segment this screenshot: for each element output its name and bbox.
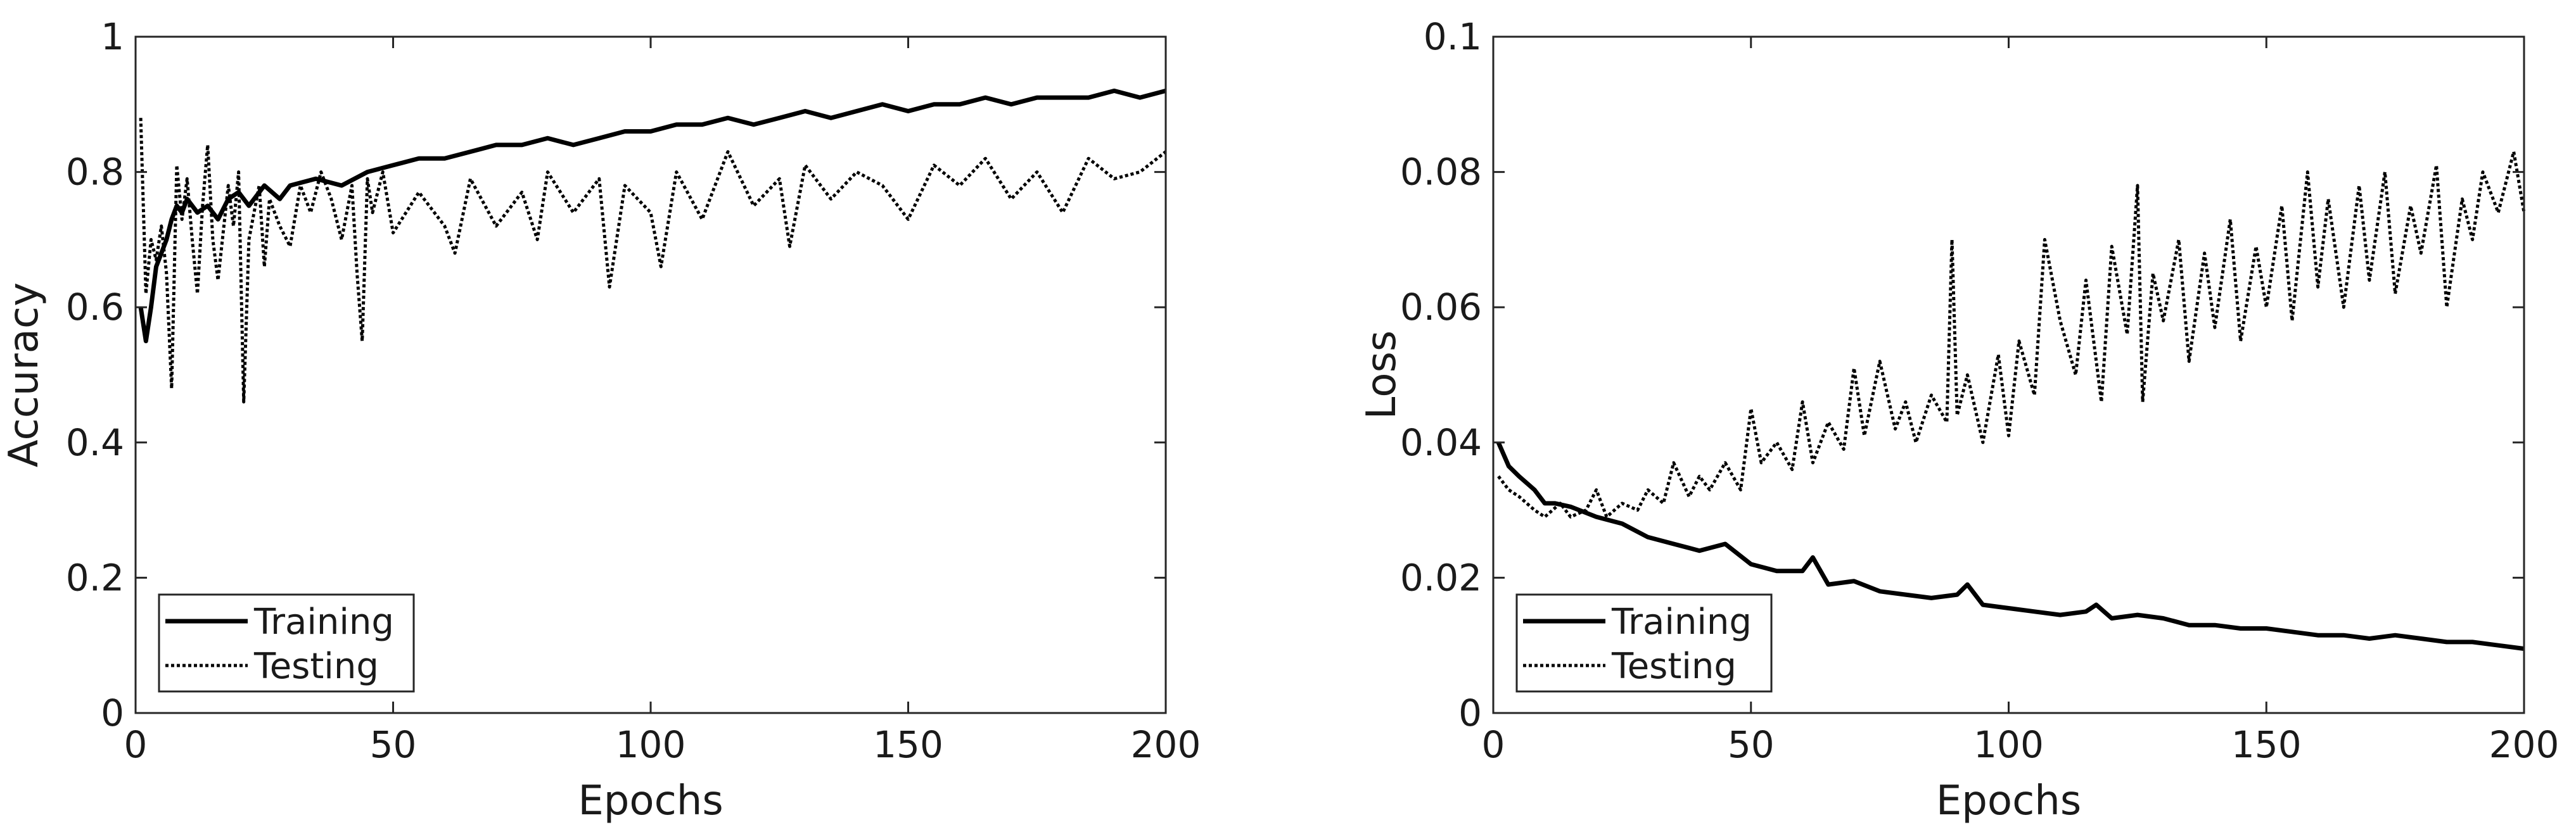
accuracy-x-tick-label: 50 [370, 723, 417, 766]
accuracy-y-tick-label: 0.2 [66, 556, 124, 599]
accuracy-y-tick-label: 0 [101, 691, 124, 735]
loss-x-tick-label: 0 [1482, 723, 1505, 766]
accuracy-x-tick-label: 100 [616, 723, 686, 766]
accuracy-y-tick-label: 0.6 [66, 286, 124, 329]
loss-y-tick-label: 0.06 [1400, 286, 1482, 329]
loss-x-tick-label: 200 [2489, 723, 2560, 766]
loss-y-tick-label: 0.02 [1400, 556, 1482, 599]
accuracy-legend-testing-label: Testing [253, 646, 379, 687]
loss-x-tick-label: 150 [2231, 723, 2302, 766]
loss-series-training-line [1496, 441, 2525, 651]
loss-axis-ticks: 0 50 100 150 200 0 0.02 0.04 0.06 0.08 0.1 [1400, 15, 2560, 766]
loss-legend-box [1515, 593, 1773, 693]
accuracy-y-tick-label: 0.4 [66, 421, 124, 464]
loss-y-tick-label: 0 [1458, 691, 1482, 735]
accuracy-y-tick-label: 0.8 [66, 151, 124, 194]
loss-legend-testing-label: Testing [1611, 646, 1737, 687]
accuracy-chart: 0 50 100 150 200 0 0.2 0.4 0.6 0.8 1 Epochs Accura… [1, 15, 1201, 824]
accuracy-y-axis-title: Accuracy [1, 282, 48, 467]
loss-x-tick-label: 100 [1973, 723, 2044, 766]
accuracy-x-axis-title: Epochs [578, 778, 723, 824]
accuracy-x-tick-label: 0 [124, 723, 148, 766]
accuracy-legend: Training Testing [158, 593, 415, 693]
accuracy-plot-lines [138, 88, 1167, 404]
loss-y-tick-label: 0.08 [1400, 151, 1482, 194]
accuracy-y-tick-label: 1 [101, 15, 124, 58]
loss-series-testing-line [1497, 150, 2526, 519]
loss-y-axis-title: Loss [1358, 331, 1405, 419]
accuracy-legend-box [158, 593, 415, 693]
loss-legend-training-label: Training [1611, 602, 1752, 643]
accuracy-axis-ticks: 0 50 100 150 200 0 0.2 0.4 0.6 0.8 1 [66, 15, 1201, 766]
loss-x-axis-title: Epochs [1936, 778, 2081, 824]
loss-y-tick-label: 0.1 [1424, 15, 1482, 58]
loss-y-tick-label: 0.04 [1400, 421, 1482, 464]
accuracy-legend-training-label: Training [253, 602, 394, 643]
loss-x-tick-label: 50 [1728, 723, 1775, 766]
loss-plot-lines [1496, 150, 2526, 651]
loss-legend: Training Testing [1515, 593, 1773, 693]
accuracy-x-tick-label: 200 [1131, 723, 1201, 766]
accuracy-x-tick-label: 150 [873, 723, 943, 766]
accuracy-series-testing-line [139, 118, 1167, 404]
